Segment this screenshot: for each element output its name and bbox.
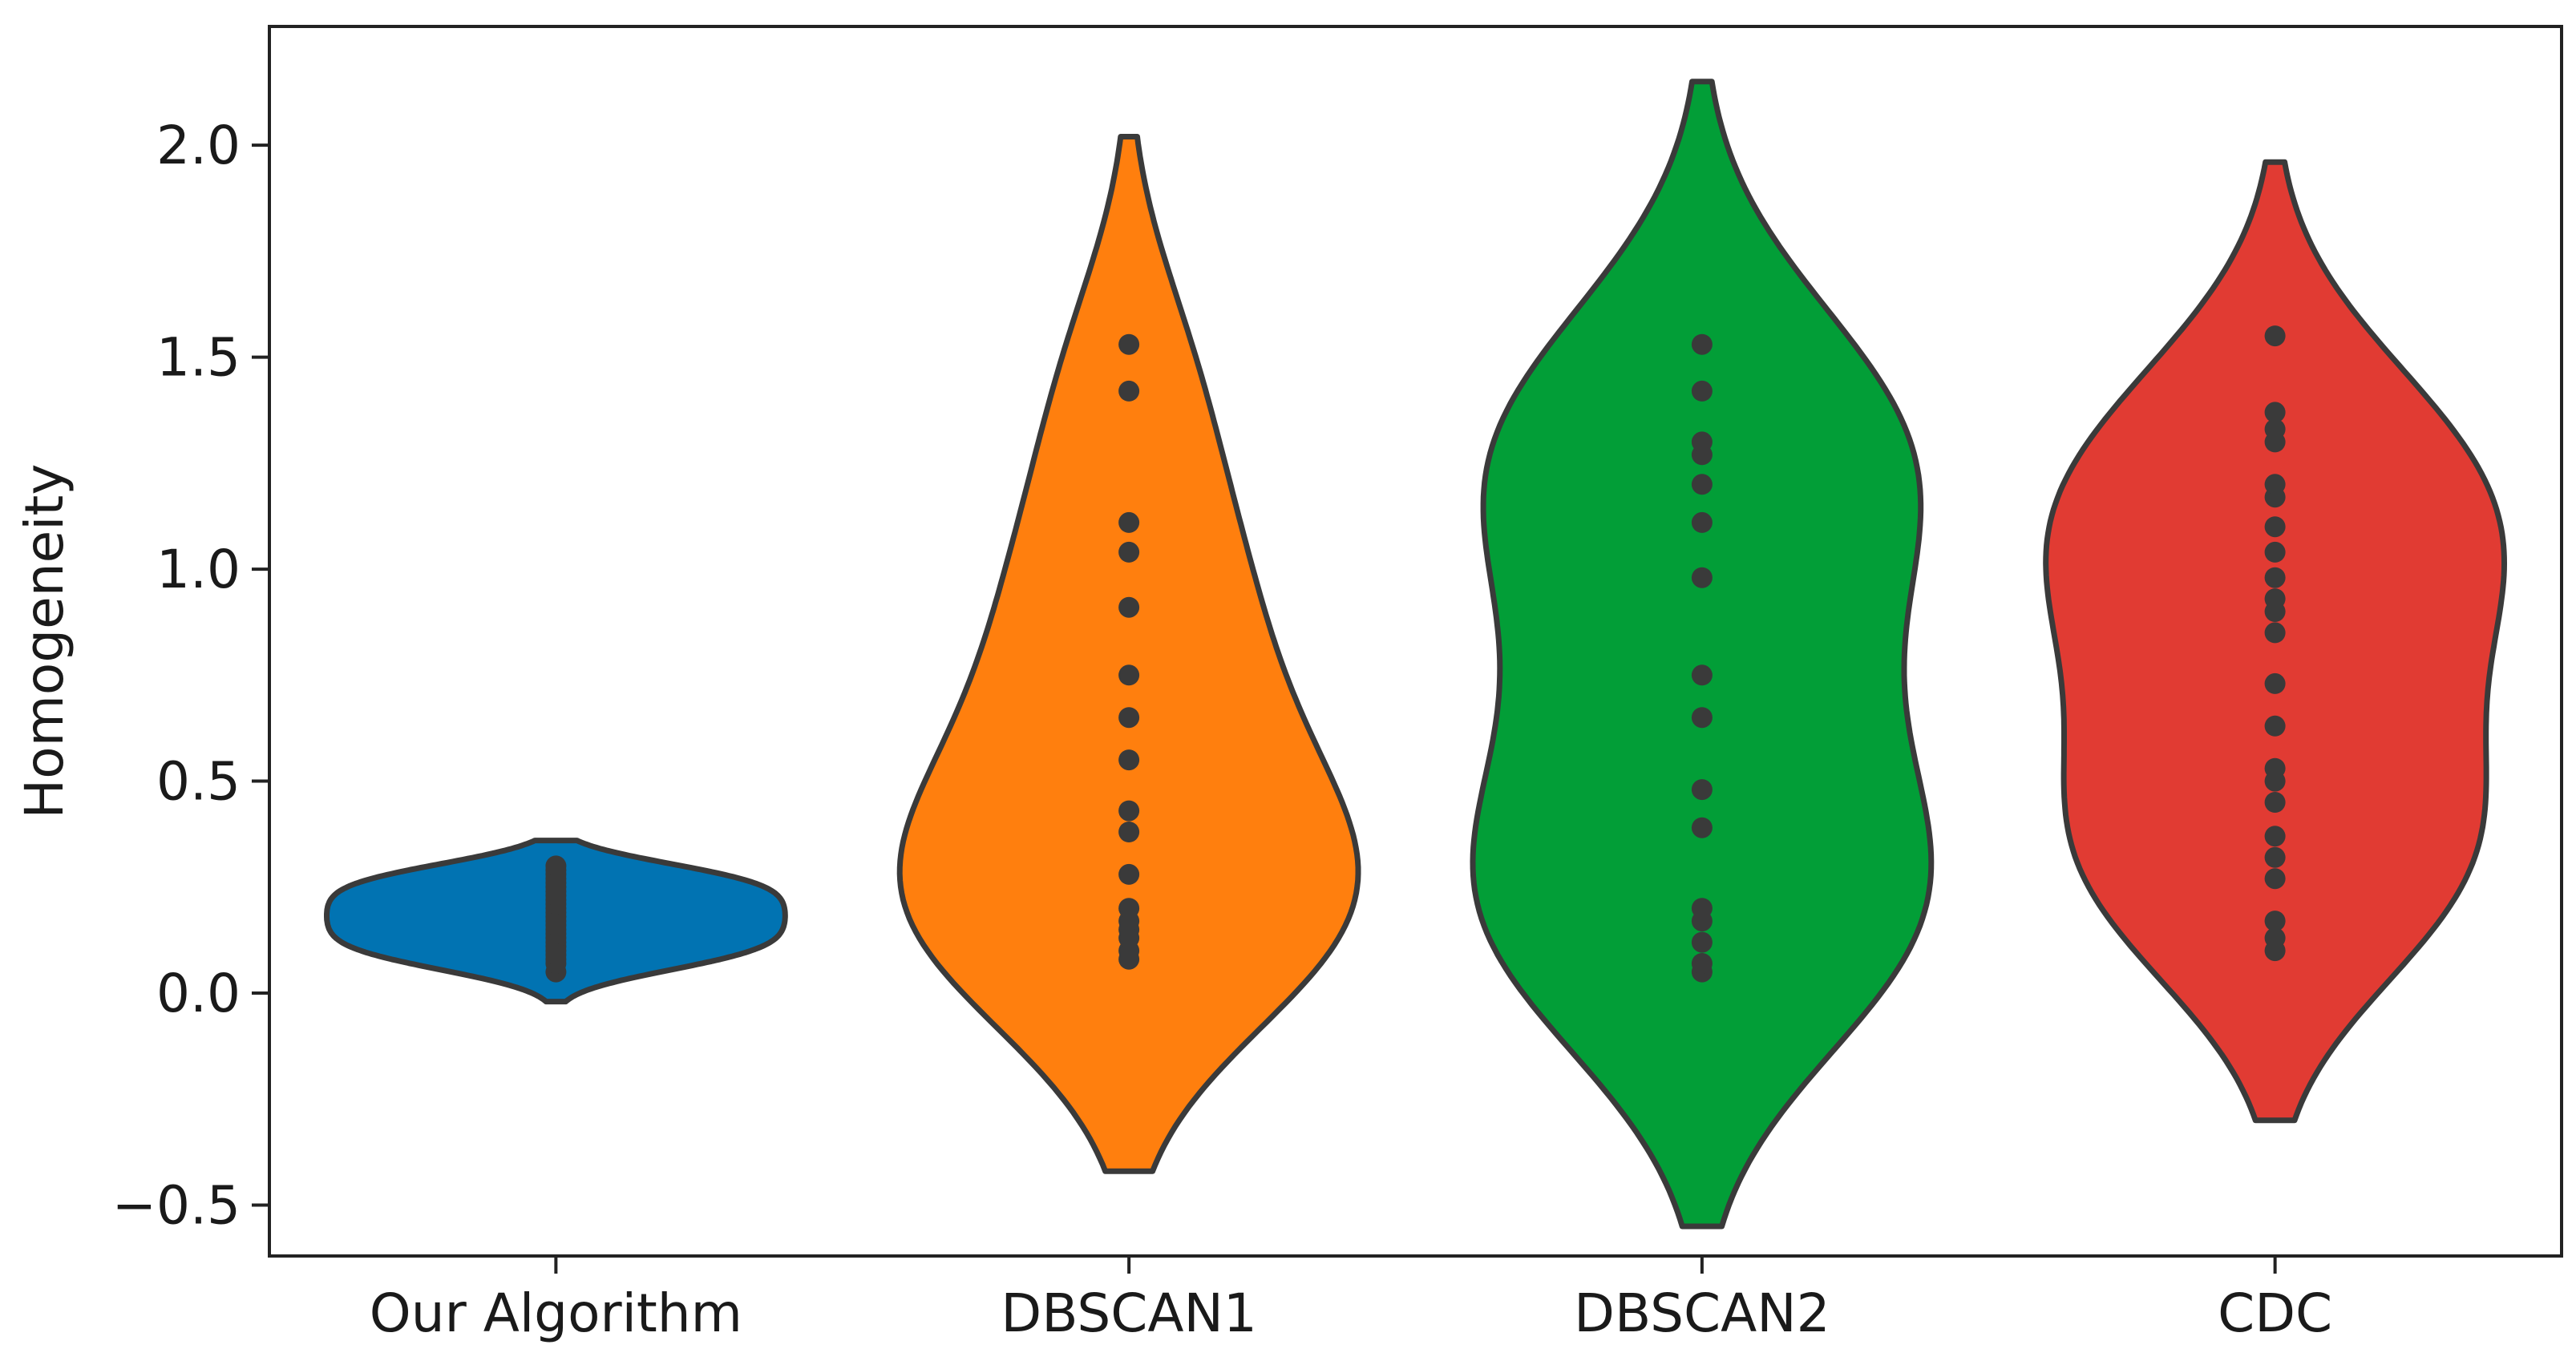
data-point [2264,927,2286,949]
data-point [1691,474,1713,495]
data-point [2264,402,2286,423]
data-point [2264,516,2286,538]
data-point [1118,511,1140,533]
data-point [2264,757,2286,779]
data-point [1118,596,1140,618]
y-tick-label: −0.5 [112,1175,241,1237]
data-point [1691,931,1713,953]
x-tick-label: Our Algorithm [370,1282,742,1344]
data-point [1691,431,1713,453]
x-tick-label: DBSCAN1 [1001,1282,1256,1344]
data-point [2264,846,2286,868]
y-tick-label: 2.0 [156,115,241,176]
plot-frame [268,25,2563,1258]
data-point [1691,664,1713,686]
data-point [2264,325,2286,347]
data-point [1691,953,1713,974]
y-tick-label: 0.0 [156,963,241,1024]
data-point [1118,800,1140,822]
data-point [1691,333,1713,355]
data-point [2264,792,2286,813]
violin-layer [324,79,2507,1230]
y-tick-label: 1.5 [156,327,241,389]
data-point [2264,418,2286,440]
data-point [2264,672,2286,694]
data-point [1118,380,1140,402]
data-point [1118,333,1140,355]
data-point [1118,863,1140,885]
data-point [1118,898,1140,919]
data-point [1118,541,1140,563]
y-axis-label: Homogeneity [14,464,75,819]
y-axis: −0.5 0.0 0.5 1.0 1.5 2.0 [112,115,269,1237]
y-tick-label: 1.0 [156,539,241,600]
x-axis: Our Algorithm DBSCAN1 DBSCAN2 CDC [370,1256,2332,1344]
data-point [1118,822,1140,842]
data-point [1118,749,1140,771]
data-point [1691,817,1713,838]
data-point [1691,898,1713,919]
y-tick-label: 0.5 [156,751,241,813]
data-point [1691,567,1713,588]
data-point [2264,567,2286,588]
data-point [2264,541,2286,563]
data-point [1118,664,1140,686]
violin-1 [896,134,1361,1174]
data-point [545,855,567,877]
data-point [1118,707,1140,729]
data-point [2264,622,2286,644]
x-tick-label: DBSCAN2 [1574,1282,1830,1344]
data-point [2264,826,2286,847]
data-point [2264,911,2286,932]
data-point [2264,474,2286,495]
data-point [2264,868,2286,890]
data-point [1691,779,1713,801]
data-point [2264,715,2286,737]
data-point [1691,380,1713,402]
data-point [2264,588,2286,610]
violin-2 [1470,79,1935,1230]
data-point [1691,511,1713,533]
point-layer [545,325,2286,983]
x-tick-label: CDC [2218,1282,2332,1344]
data-point [1691,707,1713,729]
